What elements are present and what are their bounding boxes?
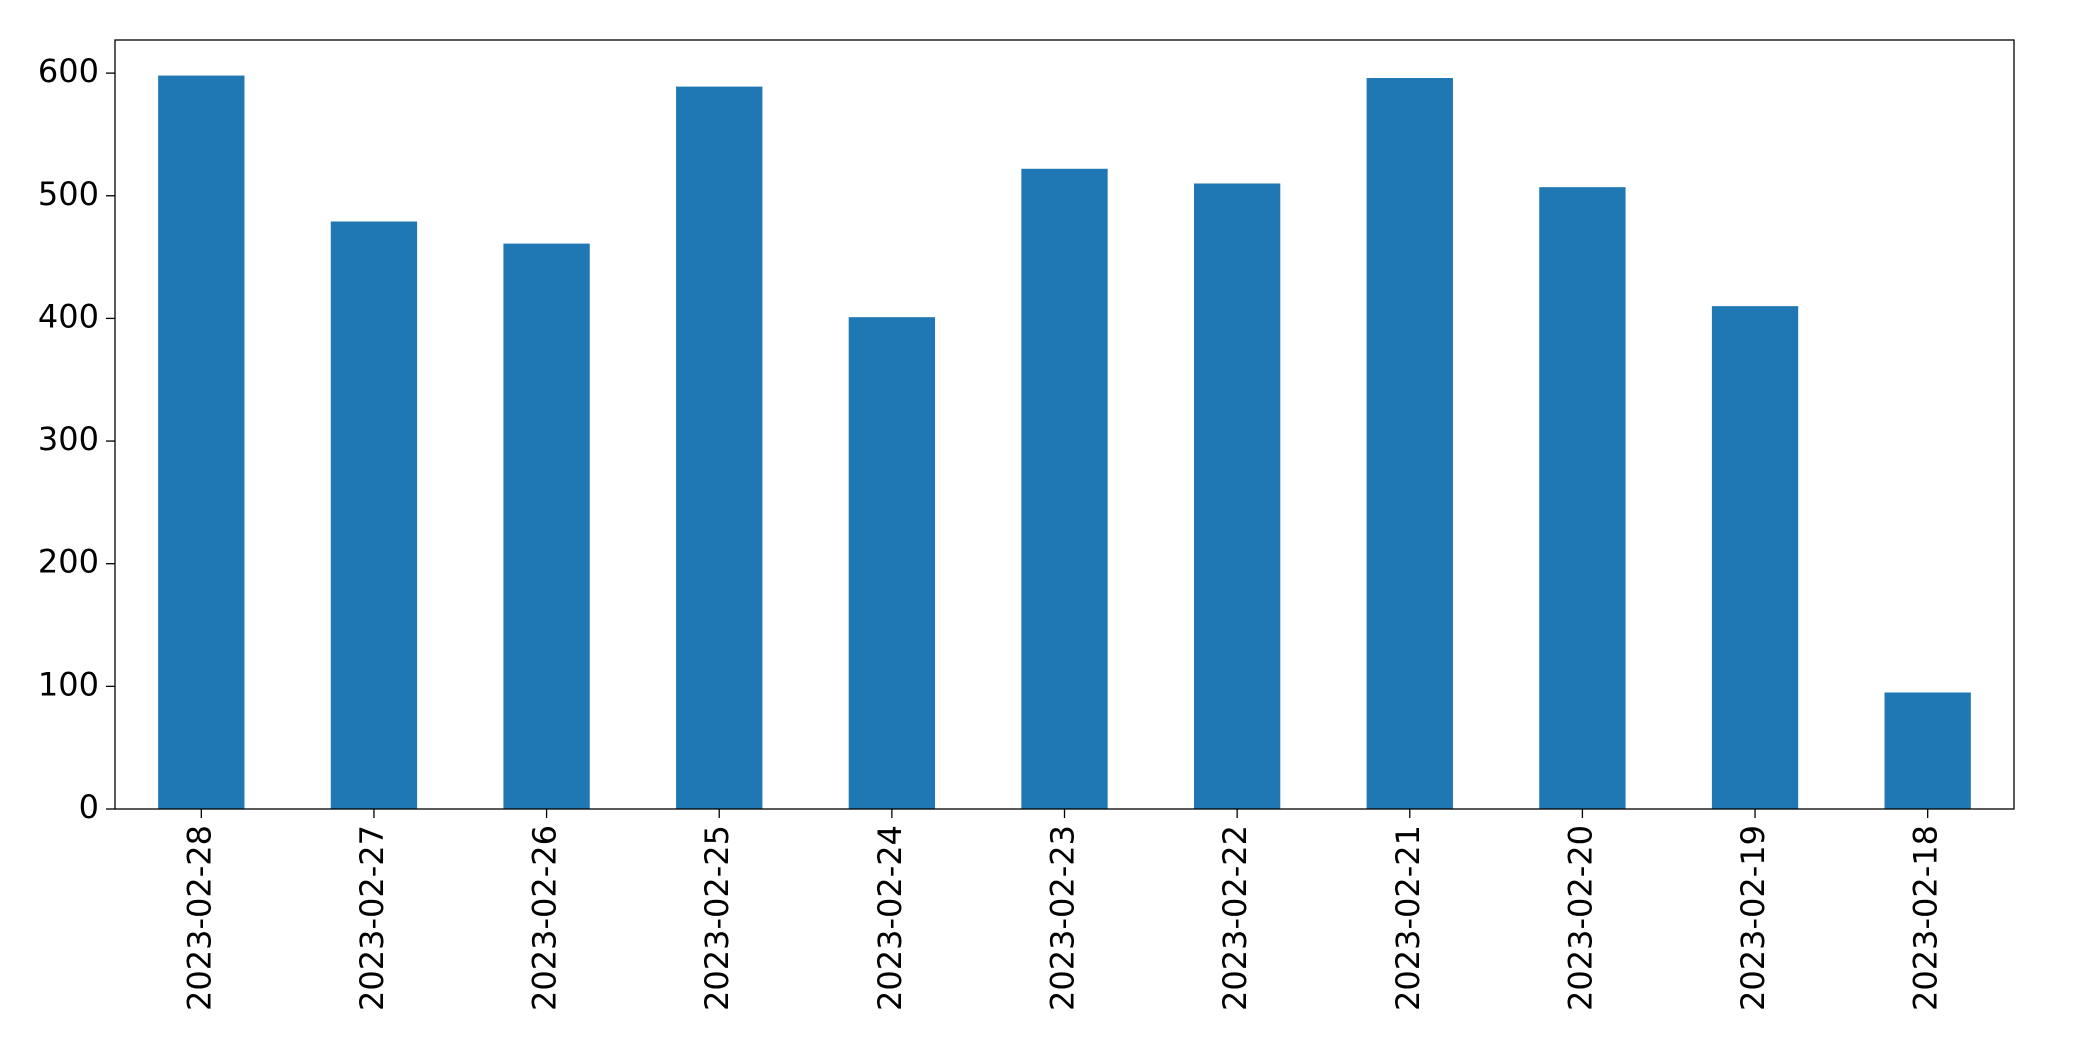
y-tick-label: 500 bbox=[38, 175, 99, 213]
x-tick-label: 2023-02-28 bbox=[180, 825, 218, 1011]
bar bbox=[330, 221, 418, 810]
bar bbox=[676, 86, 763, 809]
bar bbox=[1366, 78, 1453, 809]
bar bbox=[1193, 183, 1281, 809]
plot-frame bbox=[114, 39, 2015, 810]
y-tick-label: 600 bbox=[38, 52, 99, 90]
x-tick-label: 2023-02-25 bbox=[698, 825, 736, 1011]
bar bbox=[848, 317, 936, 809]
y-tick-label: 400 bbox=[38, 297, 99, 335]
x-tick-label: 2023-02-22 bbox=[1216, 825, 1254, 1011]
y-tick-label: 200 bbox=[38, 543, 99, 581]
y-tick-label: 100 bbox=[38, 665, 99, 703]
x-tick-label: 2023-02-21 bbox=[1389, 825, 1427, 1011]
bar bbox=[1539, 187, 1626, 810]
x-tick-label: 2023-02-20 bbox=[1561, 825, 1599, 1011]
bar bbox=[1711, 306, 1799, 809]
y-tick-label: 300 bbox=[38, 420, 99, 458]
x-tick-label: 2023-02-19 bbox=[1734, 825, 1772, 1011]
x-tick-label: 2023-02-23 bbox=[1044, 825, 1082, 1011]
x-tick-label: 2023-02-27 bbox=[353, 825, 391, 1011]
y-tick-label: 0 bbox=[79, 788, 99, 826]
bar bbox=[1884, 692, 1971, 809]
bar bbox=[1021, 168, 1108, 809]
bar bbox=[503, 243, 590, 809]
x-tick-label: 2023-02-26 bbox=[526, 825, 564, 1011]
x-tick-label: 2023-02-24 bbox=[871, 825, 909, 1011]
x-tick-label: 2023-02-18 bbox=[1907, 825, 1945, 1011]
bar bbox=[158, 75, 245, 810]
